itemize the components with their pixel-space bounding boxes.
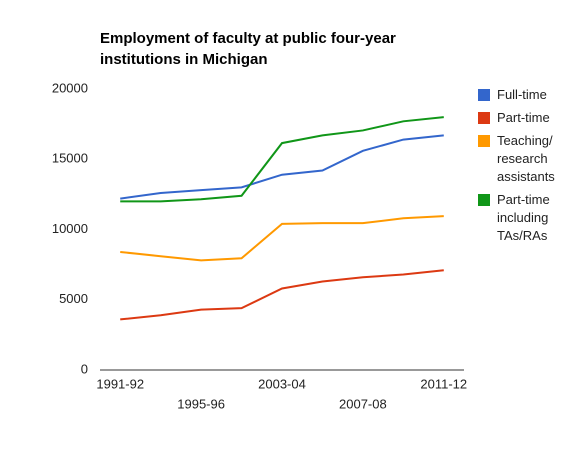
legend-swatch [478,135,490,147]
x-tick-label: 2003-04 [258,376,306,391]
line-series [120,269,444,321]
line-series [120,116,444,203]
legend-label: Part-time [497,110,550,125]
y-tick-label: 10000 [52,221,88,236]
legend-item: Part-time [478,109,559,127]
legend-label: Part-time including TAs/RAs [497,192,550,243]
legend-item: Teaching/ research assistants [478,132,559,186]
legend-label: Full-time [497,87,547,102]
legend-swatch [478,112,490,124]
y-tick-label: 20000 [52,80,88,95]
legend: Full-time Part-time Teaching/ research ass… [478,86,578,250]
y-tick-label: 0 [81,361,88,376]
x-tick-label: 2007-08 [339,396,387,411]
x-tick-label: 1995-96 [177,396,225,411]
legend-item: Part-time including TAs/RAs [478,191,559,245]
chart-title: Employment of faculty at public four-yea… [100,30,396,68]
y-tick-label: 5000 [59,291,88,306]
line-series [120,134,444,200]
x-tick-label: 2011-12 [420,376,467,391]
legend-swatch [478,89,490,101]
legend-item: Full-time [478,86,559,104]
legend-swatch [478,194,490,206]
line-series [120,215,444,262]
x-tick-label: 1991-92 [96,376,144,391]
legend-label: Teaching/ research assistants [497,133,555,184]
y-tick-label: 15000 [52,151,88,166]
